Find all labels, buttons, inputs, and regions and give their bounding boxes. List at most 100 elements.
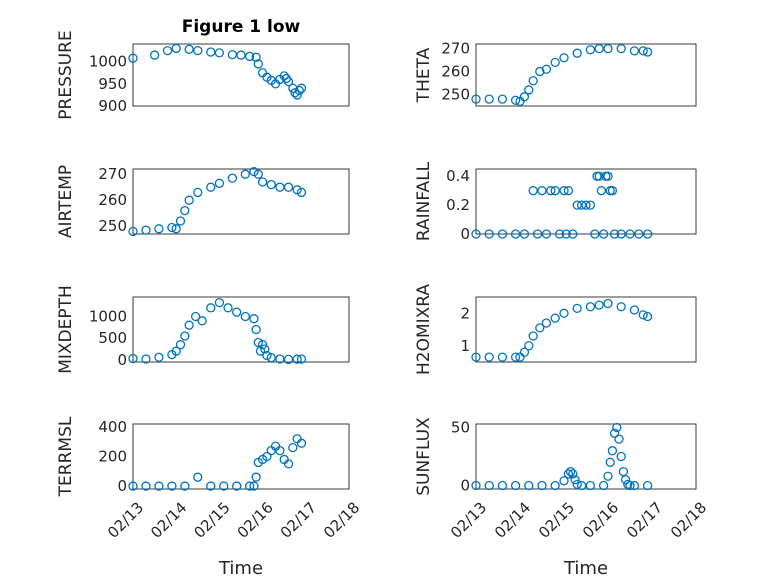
data-point [257, 177, 268, 187]
data-point [554, 229, 565, 239]
data-point [141, 354, 151, 364]
data-point [510, 480, 521, 491]
y-axis-label: RAINFALL [414, 161, 434, 241]
data-point [524, 480, 534, 491]
data-point [616, 302, 626, 312]
data-point [283, 182, 294, 192]
data-point [251, 472, 261, 482]
data-point [227, 173, 238, 183]
data-point [603, 471, 613, 481]
axes-frame [132, 423, 350, 490]
x-tick-label: 02/13 [447, 499, 490, 542]
data-point [614, 434, 624, 444]
data-point [634, 229, 644, 239]
data-point [180, 205, 190, 216]
data-point [572, 479, 582, 490]
y-tick-label: 260 [98, 191, 127, 209]
x-tick-label: 02/18 [320, 499, 363, 542]
data-point [642, 229, 653, 239]
data-point [625, 229, 635, 239]
y-tick-label: 0.4 [446, 167, 470, 185]
data-point [190, 311, 201, 322]
data-point [642, 480, 653, 491]
data-point [541, 318, 552, 328]
data-point [484, 94, 494, 104]
data-point [629, 480, 640, 491]
subplot-2: 250 260 270 THETA [414, 40, 697, 107]
data-point [519, 347, 530, 357]
data-point [128, 353, 138, 364]
data-point [607, 446, 618, 456]
data-point [576, 480, 587, 491]
data-point [175, 340, 186, 350]
x-tick-label: 02/14 [491, 499, 534, 542]
subplot-1: 900 950 1000 PRESSURE Figure 1 low [56, 17, 350, 120]
data-point [550, 57, 560, 68]
data-point [594, 300, 604, 310]
data-point [236, 50, 246, 60]
data-point [638, 46, 648, 56]
x-tick-label: 02/13 [104, 499, 147, 542]
y-tick-label: 0 [117, 351, 127, 369]
data-point [141, 481, 151, 491]
data-point [149, 50, 160, 60]
data-point [638, 310, 648, 320]
data-point [561, 229, 571, 239]
subplot-6: 1 2 H2OMIXRA [414, 284, 697, 375]
y-tick-label: 0 [460, 477, 470, 495]
data-point [206, 47, 216, 57]
data-point [618, 466, 629, 477]
data-point [262, 451, 272, 462]
data-point [541, 64, 552, 74]
axes-frame [475, 423, 697, 490]
data-point [607, 186, 618, 196]
data-point [223, 303, 233, 313]
data-point [603, 43, 613, 54]
y-axis-label: PRESSURE [56, 30, 76, 119]
data-point [227, 49, 238, 60]
data-point [519, 92, 530, 102]
data-point [616, 43, 626, 54]
data-point [524, 85, 534, 95]
data-point [193, 45, 203, 56]
data-point [471, 94, 481, 104]
data-point [184, 44, 194, 54]
data-point [519, 229, 530, 239]
axes-frame [132, 296, 350, 363]
data-point [171, 346, 181, 356]
y-tick-label: 50 [451, 418, 470, 436]
data-point [528, 76, 538, 86]
data-point [510, 95, 521, 105]
data-point [612, 422, 622, 433]
data-point [585, 480, 596, 491]
data-point [629, 305, 640, 315]
x-tick-label: 02/16 [579, 499, 622, 542]
data-point [609, 229, 620, 239]
data-point [193, 187, 203, 198]
data-point [283, 459, 294, 469]
y-tick-label: 2 [460, 304, 470, 322]
data-point [257, 340, 268, 350]
data-point [296, 187, 307, 198]
data-point [550, 313, 560, 323]
data-point [232, 307, 242, 317]
data-point [154, 481, 164, 491]
data-point [219, 481, 229, 491]
data-point [629, 46, 640, 56]
data-point [609, 428, 620, 438]
data-point [594, 43, 604, 54]
data-point [294, 85, 304, 96]
y-tick-label: 250 [441, 86, 470, 104]
data-point [598, 480, 609, 491]
y-axis-label: AIRTEMP [56, 165, 76, 238]
data-point [154, 352, 164, 362]
data-point [244, 51, 255, 62]
data-point [260, 344, 270, 354]
data-point [184, 320, 194, 330]
data-point [550, 480, 560, 491]
data-point [559, 476, 569, 486]
data-point [625, 480, 635, 491]
x-tick-label: 02/18 [667, 499, 710, 542]
y-tick-label: 1 [460, 337, 470, 355]
subplot-5: 0 500 1000 MIXDEPTH [56, 285, 350, 374]
